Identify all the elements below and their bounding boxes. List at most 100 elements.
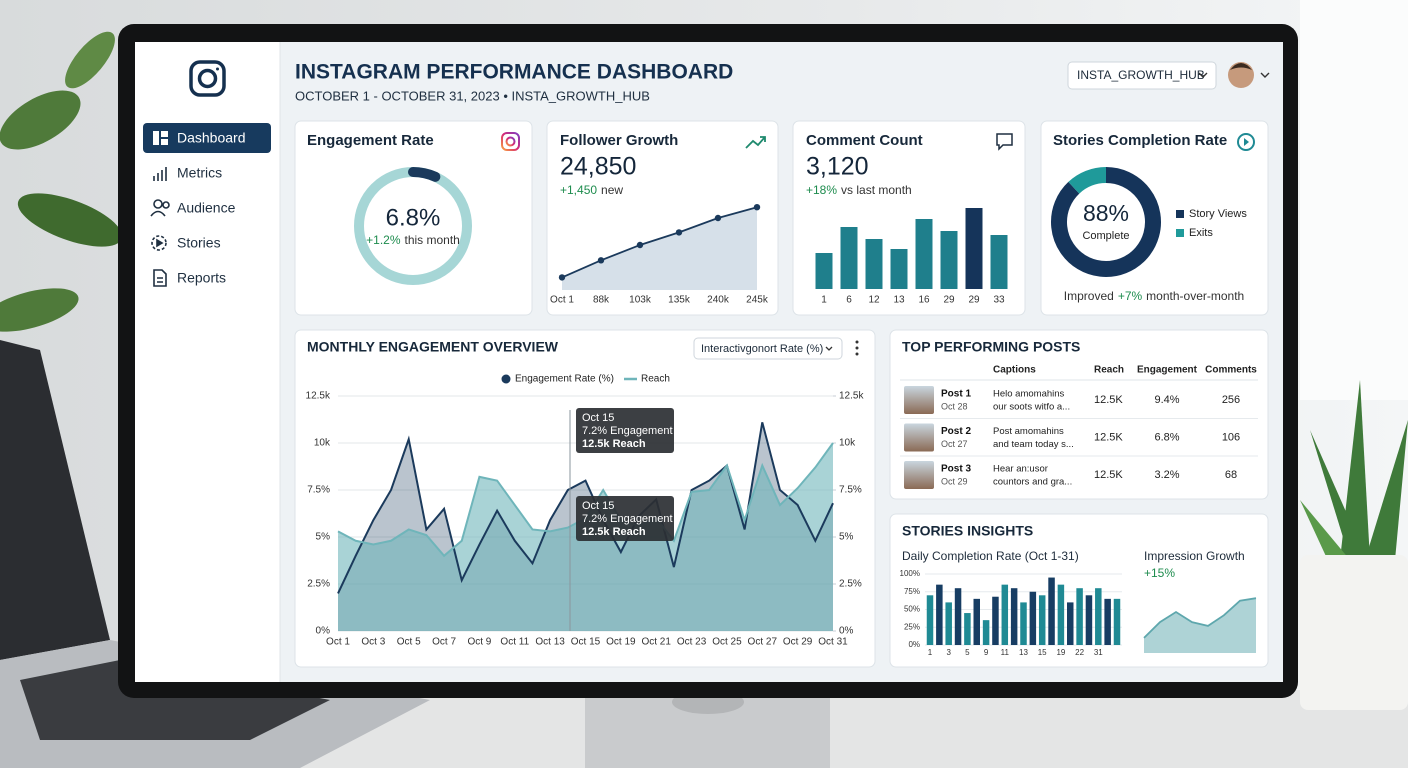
nav-item[interactable]: Audience	[177, 200, 236, 216]
post-reach: 12.5K	[1094, 431, 1123, 443]
section-title: STORIES INSIGHTS	[902, 523, 1033, 539]
post-caption: our soots witfo a...	[993, 402, 1070, 413]
section-title: TOP PERFORMING POSTS	[902, 339, 1080, 355]
donut-segment	[1068, 167, 1107, 194]
bar	[1020, 602, 1027, 645]
metric-select-label: Interactivgonort Rate (%)	[701, 343, 823, 355]
y-tick-label: 50%	[904, 605, 920, 614]
nav-item[interactable]: Reports	[177, 270, 226, 286]
post-comments: 68	[1225, 469, 1237, 481]
post-thumbnail	[904, 461, 934, 489]
x-tick-label: Oct 1	[550, 295, 574, 306]
card-title: Comment Count	[806, 132, 923, 149]
chevron	[1260, 72, 1270, 78]
x-tick-label: Oct 9	[467, 637, 491, 648]
x-tick-label: Oct 3	[361, 637, 385, 648]
column-header: Reach	[1094, 365, 1124, 376]
x-tick-label: 103k	[629, 295, 652, 306]
bar	[915, 219, 933, 289]
bar	[1104, 598, 1111, 645]
avatar-hair	[1230, 63, 1252, 70]
post-date: Oct 29	[941, 476, 968, 486]
bar	[964, 613, 971, 645]
more-menu[interactable]	[855, 340, 859, 356]
post-comments: 106	[1222, 431, 1240, 443]
logo	[189, 60, 226, 97]
legend-label: Exits	[1189, 227, 1213, 239]
post-name: Post 3	[941, 464, 971, 475]
legend-swatch	[1176, 210, 1184, 218]
x-tick-label: Oct 27	[748, 637, 778, 648]
footer-change: +7%	[1118, 289, 1143, 303]
post-reach: 12.5K	[1094, 394, 1123, 406]
instagram-icon-lens	[505, 136, 516, 147]
bar	[840, 227, 858, 289]
bar	[1038, 595, 1046, 645]
chart-title: Daily Completion Rate (Oct 1-31)	[902, 549, 1079, 563]
pot	[1300, 555, 1408, 710]
nav-item[interactable]: Dashboard	[177, 130, 246, 146]
y-tick-label: 7.5%	[307, 485, 330, 496]
y-tick-label: 2.5%	[307, 579, 330, 590]
account-select[interactable]	[1067, 61, 1217, 90]
footer-text: month-over-month	[1146, 289, 1244, 303]
legend-label: Story Views	[1189, 208, 1247, 220]
post-comments: 256	[1222, 394, 1240, 406]
x-tick-label: 22	[1075, 648, 1084, 657]
bar	[982, 620, 990, 645]
x-tick-label: 5	[965, 648, 970, 657]
nav-item[interactable]: Stories	[177, 235, 221, 251]
trend-icon	[745, 136, 766, 149]
bar	[865, 239, 883, 289]
window	[1300, 0, 1408, 400]
x-tick-label: 13	[1019, 648, 1028, 657]
post-name: Post 1	[941, 389, 971, 400]
point	[675, 229, 683, 236]
x-tick-label: Oct 15	[571, 637, 601, 648]
x-tick-label: Oct 5	[397, 637, 421, 648]
change-note: this month	[405, 233, 460, 247]
x-tick-label: 6	[846, 295, 852, 306]
point	[636, 241, 644, 249]
page-title: INSTAGRAM PERFORMANCE DASHBOARD	[295, 61, 733, 84]
bar	[1048, 577, 1055, 645]
donut-value: 88%	[1083, 200, 1129, 226]
x-tick-label: 240k	[707, 295, 730, 306]
x-tick-label: 12	[868, 295, 880, 306]
kpi-change: +18% vs last month	[806, 183, 912, 197]
x-tick-label: 1	[928, 648, 933, 657]
post-date: Oct 27	[941, 439, 968, 449]
point	[714, 214, 722, 222]
x-tick-label: Oct 1	[326, 637, 350, 648]
metric-select[interactable]	[693, 337, 843, 360]
play-icon-arrow	[1244, 138, 1249, 146]
change-note: new	[601, 183, 623, 197]
y-tick-label: 25%	[904, 622, 920, 631]
point	[597, 257, 605, 264]
x-tick-label: Oct 25	[712, 637, 742, 648]
donut-note: Complete	[1082, 230, 1129, 242]
card-title: Engagement Rate	[307, 132, 434, 149]
legend-label: Engagement Rate (%)	[515, 374, 614, 385]
nav-active[interactable]	[143, 123, 271, 153]
avatar[interactable]	[1228, 62, 1254, 88]
y2-tick-label: 0%	[839, 626, 854, 637]
tooltip-date: Oct 15	[582, 500, 614, 512]
bar	[1076, 588, 1083, 645]
area	[562, 207, 757, 290]
x-tick-label: 29	[943, 295, 955, 306]
x-tick-label: Oct 11	[500, 637, 529, 648]
y-tick-label: 75%	[904, 587, 920, 596]
post-name: Post 2	[941, 426, 971, 437]
x-tick-label: 11	[1001, 648, 1010, 657]
y-tick-label: 5%	[316, 532, 331, 543]
nav-item[interactable]: Metrics	[177, 165, 222, 181]
post-date: Oct 28	[941, 401, 968, 411]
bar	[940, 231, 958, 289]
section-title: MONTHLY ENGAGEMENT OVERVIEW	[307, 339, 559, 355]
bar	[936, 584, 943, 645]
x-tick-label: 19	[1056, 648, 1065, 657]
laptop-keyboard	[20, 660, 330, 740]
tooltip-engagement: 7.2% Engagement	[582, 513, 673, 525]
